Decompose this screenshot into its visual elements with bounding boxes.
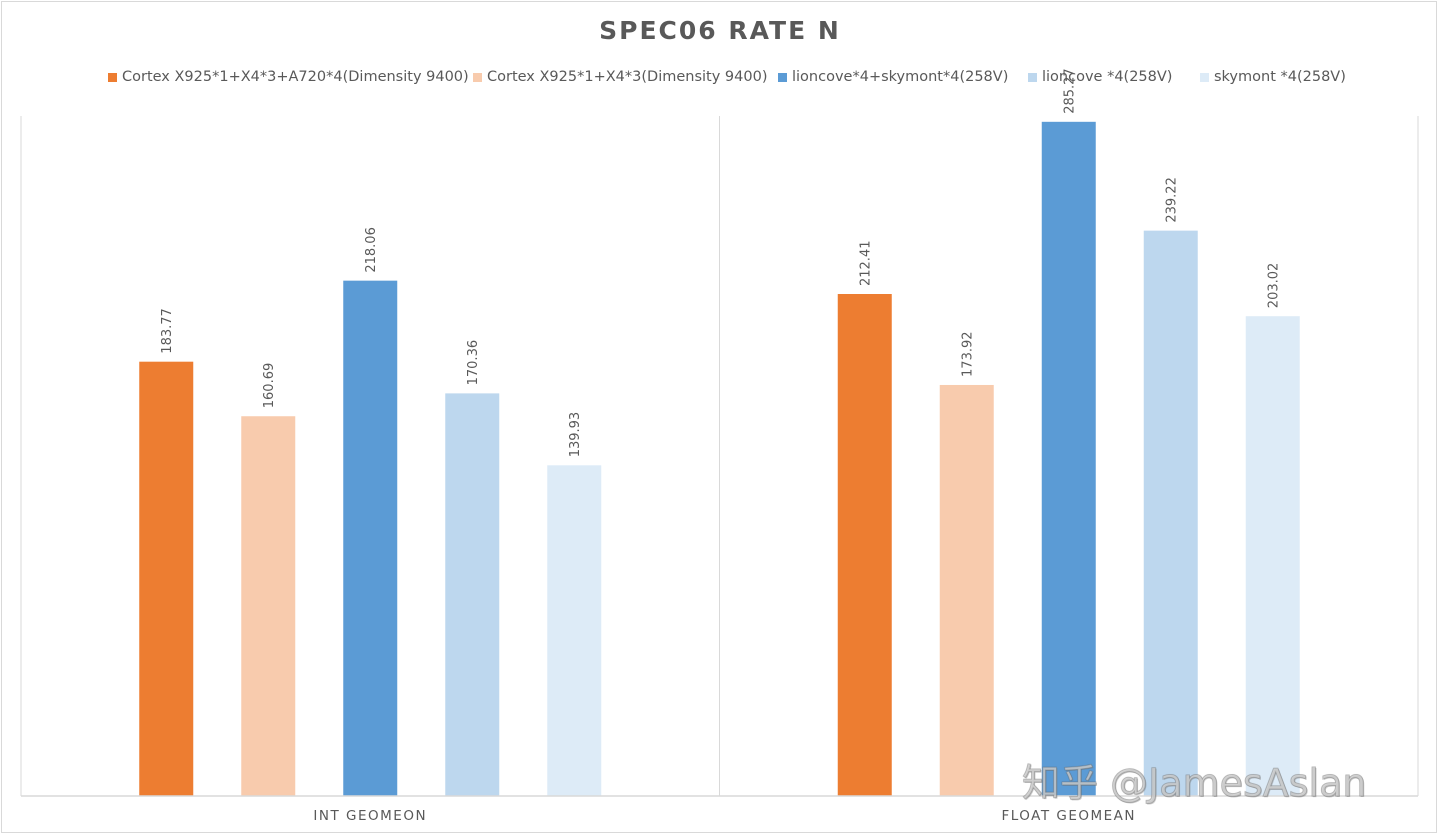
data-label-2-1: 160.69 — [262, 363, 277, 409]
chart-legend: Cortex X925*1+X4*3+A720*4(Dimensity 9400… — [0, 69, 1440, 91]
legend-label-series-2: Cortex X925*1+X4*3(Dimensity 9400) — [487, 69, 768, 85]
data-label-1-1: 183.77 — [160, 308, 175, 354]
legend-swatch-series-1 — [108, 72, 117, 82]
legend-swatch-series-3 — [778, 72, 787, 82]
legend-item-series-2: Cortex X925*1+X4*3(Dimensity 9400) — [473, 69, 767, 85]
data-label-5-1: 139.93 — [568, 412, 583, 458]
legend-label-series-1: Cortex X925*1+X4*3+A720*4(Dimensity 9400… — [122, 69, 469, 85]
category-label-1: INT GEOMEON — [313, 808, 427, 824]
data-label-3-2: 285.27 — [1063, 68, 1078, 114]
bar-2-2 — [939, 384, 994, 796]
data-label-2-2: 173.92 — [961, 331, 976, 377]
bar-5-1 — [547, 465, 602, 796]
bar-4-1 — [445, 393, 500, 796]
data-label-4-2: 239.22 — [1165, 177, 1180, 223]
legend-label-series-3: lioncove*4+skymont*4(258V) — [792, 69, 1009, 85]
legend-item-series-4: lioncove *4(258V) — [1028, 69, 1172, 85]
bar-3-1 — [343, 280, 398, 797]
legend-swatch-series-5 — [1200, 72, 1209, 82]
data-label-3-1: 218.06 — [364, 227, 379, 273]
legend-swatch-series-4 — [1028, 72, 1037, 82]
legend-item-series-3: lioncove*4+skymont*4(258V) — [778, 69, 1008, 85]
bar-4-2 — [1143, 230, 1198, 796]
category-label-2: FLOAT GEOMEAN — [1001, 808, 1136, 824]
chart-title: SPEC06 RATE N — [599, 16, 841, 45]
legend-label-series-4: lioncove *4(258V) — [1042, 69, 1173, 85]
legend-item-series-5: skymont *4(258V) — [1200, 69, 1346, 85]
legend-label-series-5: skymont *4(258V) — [1214, 69, 1346, 85]
data-label-4-1: 170.36 — [466, 340, 481, 386]
bar-1-1 — [139, 361, 194, 796]
bar-2-1 — [241, 416, 296, 796]
bar-3-2 — [1041, 121, 1096, 797]
data-label-1-2: 212.41 — [859, 241, 874, 287]
bar-5-2 — [1245, 316, 1300, 796]
bar-1-2 — [837, 294, 892, 796]
legend-swatch-series-2 — [473, 72, 482, 82]
data-label-5-2: 203.02 — [1267, 263, 1282, 309]
legend-item-series-1: Cortex X925*1+X4*3+A720*4(Dimensity 9400… — [108, 69, 469, 85]
